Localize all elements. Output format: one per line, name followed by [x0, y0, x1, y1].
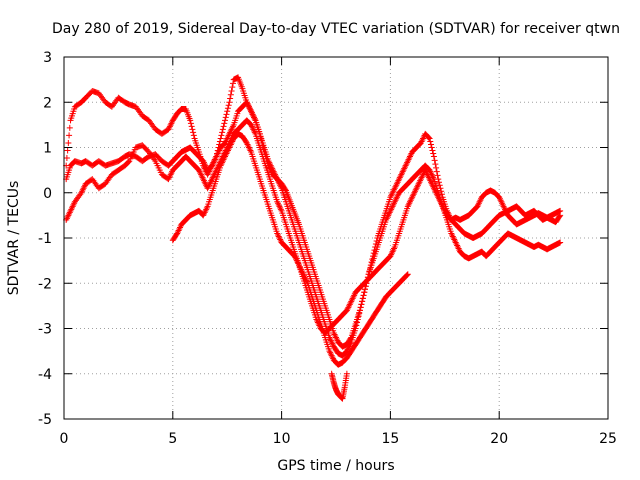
- x-tick-label: 25: [599, 431, 617, 447]
- y-tick-label: 0: [43, 186, 52, 202]
- y-tick-label: -2: [38, 276, 52, 292]
- x-tick-label: 10: [273, 431, 291, 447]
- data-point: [427, 138, 434, 145]
- x-axis-label: GPS time / hours: [277, 458, 394, 474]
- data-point: [188, 123, 195, 130]
- data-point: [219, 129, 226, 136]
- data-point: [230, 80, 237, 87]
- data-point: [433, 168, 440, 175]
- data-point: [219, 126, 226, 133]
- y-axis-label: SDTVAR / TECUs: [6, 181, 22, 296]
- data-point: [359, 298, 366, 305]
- data-point: [222, 114, 229, 121]
- data-point: [556, 213, 563, 220]
- y-tick-label: -5: [38, 412, 52, 428]
- data-point: [220, 123, 227, 130]
- data-point: [229, 84, 236, 91]
- data-point: [429, 147, 436, 154]
- data-point: [433, 164, 440, 171]
- data-point: [66, 132, 73, 139]
- data-point: [64, 147, 71, 154]
- data-point: [66, 124, 73, 131]
- data-point: [282, 186, 289, 193]
- data-point: [227, 91, 234, 98]
- data-point: [65, 139, 72, 146]
- data-point: [428, 141, 435, 148]
- data-point: [354, 319, 361, 326]
- x-tick-label: 15: [381, 431, 399, 447]
- y-tick-label: 3: [43, 50, 52, 66]
- data-point: [125, 158, 132, 165]
- series-track-5: [328, 370, 350, 402]
- data-point: [434, 172, 441, 179]
- data-point: [430, 150, 437, 157]
- series-track-2: [63, 99, 564, 359]
- y-tick-label: 1: [43, 141, 52, 157]
- data-point: [226, 99, 233, 106]
- axis-ticks: 0 5 10 15 20 25 -5 -4 -3 -2 -1 0 1 2 3: [38, 50, 617, 447]
- x-tick-label: 5: [168, 431, 177, 447]
- data-point: [356, 307, 363, 314]
- series-track-3: [63, 117, 564, 337]
- data-point: [63, 155, 70, 162]
- data-point: [173, 231, 180, 238]
- data-point: [225, 102, 232, 109]
- data-point: [216, 138, 223, 145]
- data-point: [227, 95, 234, 102]
- data-point: [428, 144, 435, 151]
- data-point: [343, 370, 350, 377]
- data-point: [222, 117, 229, 124]
- y-tick-label: 2: [43, 95, 52, 111]
- data-point: [404, 271, 411, 278]
- y-tick-label: -1: [38, 231, 52, 247]
- data-point: [190, 129, 197, 136]
- data-point: [425, 134, 432, 141]
- series-track-4: [169, 130, 411, 368]
- data-point: [557, 239, 564, 246]
- data-point: [353, 322, 360, 329]
- data-point: [354, 316, 361, 323]
- data-point: [432, 161, 439, 168]
- x-tick-label: 0: [60, 431, 69, 447]
- data-point: [187, 117, 194, 124]
- data-point: [243, 138, 250, 145]
- data-point: [221, 120, 228, 127]
- data-point: [359, 295, 366, 302]
- data-point: [404, 271, 411, 278]
- data-point: [557, 207, 564, 214]
- data-point: [436, 182, 443, 189]
- data-point: [355, 313, 362, 320]
- data-point: [224, 105, 231, 112]
- data-point: [223, 111, 230, 118]
- data-point: [352, 325, 359, 332]
- data-point: [362, 286, 369, 293]
- data-point: [187, 120, 194, 127]
- data-point: [190, 132, 197, 139]
- y-tick-label: -3: [38, 322, 52, 338]
- data-point: [431, 157, 438, 164]
- data-point: [435, 179, 442, 186]
- data-point: [189, 126, 196, 133]
- data-point: [224, 108, 231, 115]
- y-tick-label: -4: [38, 367, 52, 383]
- data-point: [430, 153, 437, 160]
- data-point: [218, 132, 225, 139]
- data-point: [356, 310, 363, 317]
- data-point: [228, 87, 235, 94]
- data-point: [360, 292, 367, 299]
- data-point: [358, 301, 365, 308]
- data-point: [426, 135, 433, 142]
- chart-title: Day 280 of 2019, Sidereal Day-to-day VTE…: [52, 21, 620, 37]
- x-tick-label: 20: [490, 431, 508, 447]
- data-point: [217, 135, 224, 142]
- data-point: [361, 289, 368, 296]
- data-point: [357, 304, 364, 311]
- data-marks: [63, 74, 564, 402]
- data-point: [438, 191, 445, 198]
